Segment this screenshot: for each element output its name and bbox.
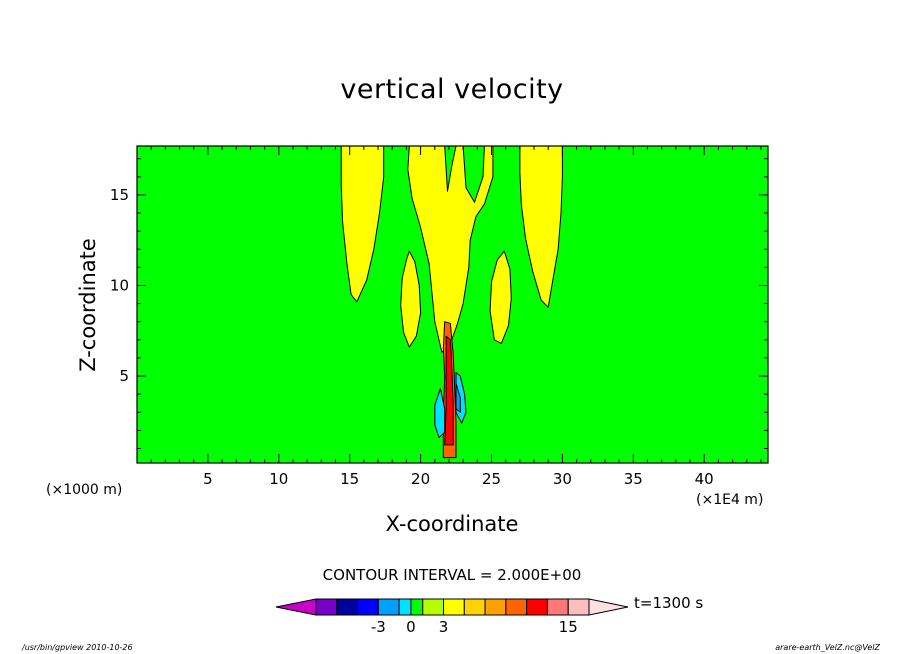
colorbar-label: -3 bbox=[371, 618, 386, 636]
colorbar-segment bbox=[315, 598, 338, 616]
x-tick-label: 35 bbox=[624, 470, 643, 488]
contour-region-updraft-core-red bbox=[444, 335, 454, 446]
colorbar: -3 0 3 15 bbox=[275, 598, 629, 636]
colorbar-label: 0 bbox=[406, 618, 416, 636]
y-tick-label: 15 bbox=[110, 186, 129, 204]
colorbar-label: 3 bbox=[439, 618, 449, 636]
axes: 5 10 15 20 25 30 35 40 5 10 15 bbox=[110, 145, 769, 488]
colorbar-label: 15 bbox=[559, 618, 578, 636]
z-unit-label: (×1E4 m) bbox=[696, 492, 764, 508]
x-tick-label: 40 bbox=[695, 470, 714, 488]
footer-program-date: /usr/bin/gpview 2010-10-26 bbox=[22, 643, 133, 652]
colorbar-segment bbox=[336, 598, 359, 616]
colorbar-segment bbox=[526, 598, 548, 616]
colorbar-segment bbox=[443, 598, 465, 616]
x-tick-label: 15 bbox=[340, 470, 359, 488]
contour-region-upper-central-updraft-yellow bbox=[407, 146, 494, 353]
footer-data-source: arare-earth_VelZ.nc@VelZ bbox=[775, 643, 880, 652]
time-label: t=1300 s bbox=[634, 594, 704, 612]
colorbar-segment bbox=[398, 598, 412, 616]
contour-interval-label: CONTOUR INTERVAL = 2.000E+00 bbox=[322, 566, 582, 584]
contour-region-right-plume-yellow bbox=[519, 146, 563, 308]
contour-region-left-small-cell-yellow bbox=[400, 250, 422, 348]
colorbar-segment bbox=[422, 598, 445, 616]
x-tick-label: 30 bbox=[553, 470, 572, 488]
colorbar-arrow-left bbox=[275, 598, 317, 616]
plot-frame bbox=[136, 145, 769, 464]
x-unit-label: (×1000 m) bbox=[46, 482, 123, 498]
contour-region-left-plume-yellow bbox=[340, 146, 385, 303]
colorbar-arrow-right bbox=[588, 598, 629, 616]
y-tick-label: 5 bbox=[119, 367, 129, 385]
x-axis-label: X-coordinate bbox=[385, 512, 519, 536]
chart-title: vertical velocity bbox=[340, 74, 564, 105]
plot-area bbox=[137, 146, 768, 463]
x-tick-label: 10 bbox=[269, 470, 288, 488]
x-tick-label: 5 bbox=[203, 470, 213, 488]
colorbar-segment bbox=[410, 598, 424, 616]
colorbar-segment bbox=[567, 598, 590, 616]
contour-region-left-downdraft-cyan bbox=[434, 388, 446, 439]
colorbar-segment bbox=[484, 598, 507, 616]
colorbar-segment bbox=[505, 598, 528, 616]
contour-region-right-small-cell-yellow bbox=[489, 250, 512, 344]
y-tick-label: 10 bbox=[110, 276, 129, 294]
x-tick-label: 20 bbox=[411, 470, 430, 488]
colorbar-segment bbox=[546, 598, 569, 616]
contour-region-right-downdraft-core-blue bbox=[455, 382, 461, 413]
colorbar-segment bbox=[463, 598, 486, 616]
colorbar-segment bbox=[377, 598, 400, 616]
colorbar-segment bbox=[357, 598, 379, 616]
x-tick-label: 25 bbox=[482, 470, 501, 488]
